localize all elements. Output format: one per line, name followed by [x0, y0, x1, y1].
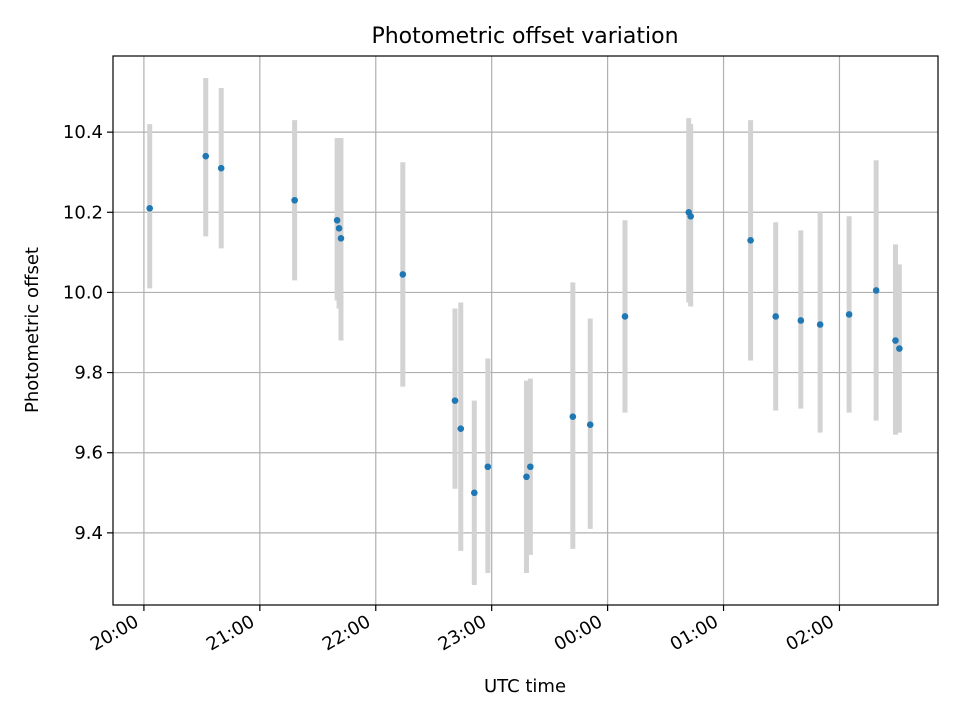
data-point — [470, 489, 478, 497]
data-point — [457, 425, 465, 432]
data-point — [772, 313, 780, 320]
data-point — [872, 287, 880, 294]
data-point — [451, 397, 459, 404]
data-point — [523, 473, 530, 481]
data-point — [892, 337, 899, 344]
data-point — [586, 421, 594, 428]
data-points — [146, 152, 903, 497]
plot-frame — [112, 55, 939, 606]
data-point — [747, 237, 754, 244]
data-point — [484, 463, 492, 471]
chart-title: Photometric offset variation — [371, 24, 678, 49]
data-point — [217, 164, 225, 172]
y-tick-label: 9.6 — [74, 443, 103, 464]
y-tick-label: 9.4 — [74, 523, 103, 544]
data-point — [335, 225, 343, 232]
data-point — [845, 311, 853, 318]
data-point — [337, 235, 345, 242]
y-tick-label: 10.2 — [63, 202, 103, 223]
data-point — [333, 216, 341, 224]
x-axis-ticks: 20:00 21:00 22:00 23:00 00:00 01:00 02:00 — [87, 605, 841, 655]
data-point — [527, 463, 534, 471]
y-axis-ticks: 9.4 9.6 9.8 10.0 10.2 10.4 — [63, 122, 113, 544]
y-tick-label: 9.8 — [74, 363, 103, 384]
data-point — [621, 313, 629, 320]
y-tick-label: 10.4 — [63, 122, 103, 143]
data-point — [399, 271, 407, 278]
data-point — [202, 152, 210, 160]
y-tick-label: 10.0 — [63, 282, 103, 303]
data-point — [896, 345, 903, 352]
data-point — [797, 317, 805, 324]
data-point — [291, 196, 298, 204]
data-point — [569, 413, 577, 420]
data-point — [687, 212, 694, 220]
data-point — [146, 204, 154, 212]
x-axis-label: UTC time — [484, 676, 566, 697]
data-point — [816, 321, 824, 328]
y-axis-label: Photometric offset — [22, 247, 43, 413]
